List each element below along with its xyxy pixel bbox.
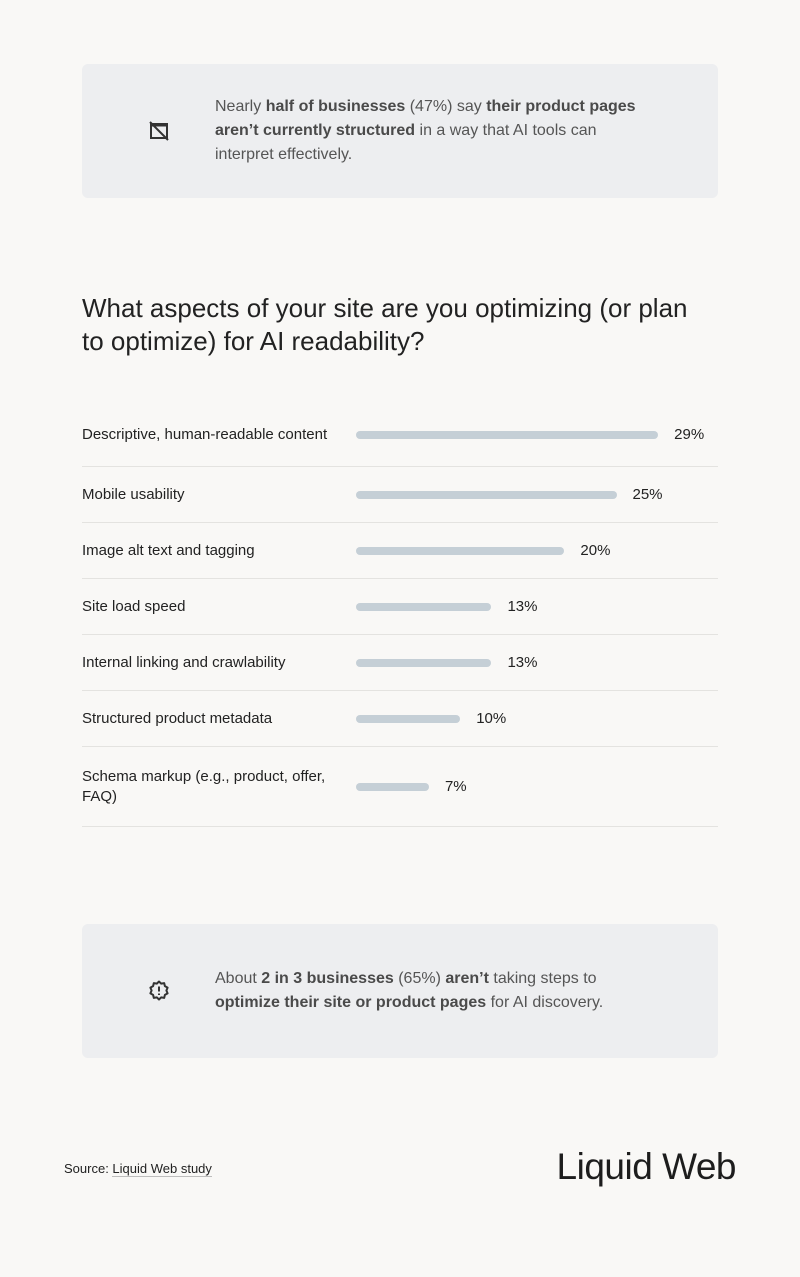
row-label: Internal linking and crawlability xyxy=(82,653,286,671)
emphasis-text: 2 in 3 businesses xyxy=(261,970,394,987)
bar-track: 29% xyxy=(356,403,718,466)
body-text: Nearly xyxy=(215,98,266,115)
alert-badge-icon xyxy=(147,979,171,1003)
chart-row: Image alt text and tagging 20% xyxy=(82,523,718,579)
source-citation: Source: Liquid Web study xyxy=(64,1161,212,1177)
screen-off-icon xyxy=(147,119,171,143)
bar xyxy=(356,602,492,611)
body-text: for AI discovery. xyxy=(486,994,604,1011)
stat-callout-not-optimizing: About 2 in 3 businesses (65%) aren’t tak… xyxy=(82,924,718,1058)
source-prefix: Source: xyxy=(64,1161,113,1176)
row-label: Image alt text and tagging xyxy=(82,541,255,559)
liquid-web-logo: Liquid Web xyxy=(556,1146,737,1187)
bar-track: 20% xyxy=(356,523,718,578)
row-label: Descriptive, human-readable content xyxy=(82,425,328,443)
bar-track: 7% xyxy=(356,747,718,826)
chart-row: Site load speed 13% xyxy=(82,579,718,635)
chart-row: Schema markup (e.g., product, offer, FAQ… xyxy=(82,747,718,827)
row-label: Site load speed xyxy=(82,597,186,615)
row-label: Structured product metadata xyxy=(82,709,273,727)
source-link[interactable]: Liquid Web study xyxy=(112,1161,212,1177)
bar xyxy=(356,490,617,499)
bar-track: 13% xyxy=(356,635,718,690)
body-text: (47%) say xyxy=(405,98,487,115)
bar-track: 25% xyxy=(356,467,718,522)
emphasis-text: aren’t xyxy=(445,970,489,987)
bar xyxy=(356,714,461,723)
bar-value-label: 20% xyxy=(580,542,611,559)
bar-value-label: 13% xyxy=(507,654,538,671)
callout-text: About 2 in 3 businesses (65%) aren’t tak… xyxy=(215,967,658,1015)
emphasis-text: their product pages aren’t currently str… xyxy=(215,98,636,139)
emphasis-text: half of businesses xyxy=(265,98,406,115)
bar-value-label: 25% xyxy=(632,486,663,503)
chart-row: Descriptive, human-readable content 29% xyxy=(82,403,718,467)
chart-question-title: What aspects of your site are you optimi… xyxy=(82,293,688,356)
bar xyxy=(356,430,659,439)
body-text: in a way that AI tools can interpret eff… xyxy=(215,122,597,163)
bar xyxy=(356,782,429,791)
body-text: (65%) xyxy=(393,970,446,987)
chart-row: Structured product metadata 10% xyxy=(82,691,718,747)
bar-value-label: 13% xyxy=(507,598,538,615)
bar-value-label: 29% xyxy=(674,426,705,443)
bar xyxy=(356,658,492,667)
stat-callout-structured-pages: Nearly half of businesses (47%) say thei… xyxy=(82,64,718,198)
row-label: Mobile usability xyxy=(82,485,185,503)
bar-chart: Descriptive, human-readable content 29% Mo… xyxy=(82,403,718,827)
chart-row: Mobile usability 25% xyxy=(82,467,718,523)
bar xyxy=(356,546,565,555)
body-text: About xyxy=(215,970,262,987)
row-label: Schema markup (e.g., product, offer, FAQ… xyxy=(82,767,326,805)
body-text: taking steps to xyxy=(488,970,597,987)
bar-value-label: 7% xyxy=(444,778,467,795)
callout-text: Nearly half of businesses (47%) say thei… xyxy=(215,95,658,167)
emphasis-text: optimize their site or product pages xyxy=(215,994,487,1011)
bar-track: 13% xyxy=(356,579,718,634)
chart-row: Internal linking and crawlability 13% xyxy=(82,635,718,691)
bar-value-label: 10% xyxy=(476,710,507,727)
bar-track: 10% xyxy=(356,691,718,746)
